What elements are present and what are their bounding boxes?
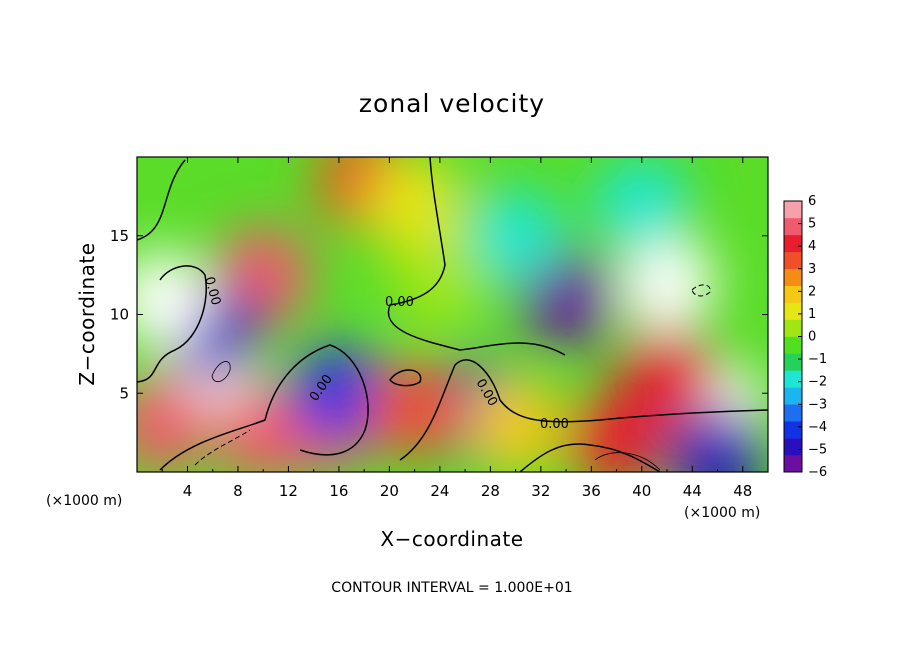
colorbar-tick-label: 0 [808,330,816,345]
x-axis-label: X−coordinate [380,527,523,551]
colorbar-segment [784,201,802,219]
colorbar-segment [784,251,802,270]
contour-label: 0.00 [201,275,223,307]
colorbar-tick-label: 4 [808,239,816,254]
x-tick-label: 48 [733,482,752,500]
field-feature [366,157,463,253]
field-feature [137,250,211,347]
field-feature [467,376,564,472]
field-feature [593,157,690,253]
field-feature [391,235,488,331]
contour-line [594,452,661,471]
contour-line [194,429,251,466]
contour-line [691,284,711,297]
colorbar-tick-label: 3 [808,262,816,277]
chart-title: zonal velocity [359,89,545,118]
y-tick-label: 10 [110,306,129,324]
colorbar-segment [784,268,802,286]
colorbar-segment [784,234,802,253]
x-unit-left: (×1000 m) [46,493,122,509]
velocity-field [137,157,766,472]
colorbar-tick-label: 1 [808,307,816,322]
x-tick-label: 28 [481,482,500,500]
colorbar-tick-label: −5 [808,442,827,457]
x-unit-right: (×1000 m) [684,505,760,521]
x-tick-label: 16 [329,482,348,500]
colorbar-segment [784,353,802,371]
x-tick-label: 40 [632,482,651,500]
colorbar-tick-label: −4 [808,420,827,435]
field-feature [467,187,564,284]
x-tick-label: 24 [430,482,449,500]
colorbar-segment [784,217,802,236]
thin-contours [211,361,661,471]
contour-line [159,344,369,471]
contour-line [137,265,207,383]
contour-line [389,369,422,387]
field-feature [366,361,463,457]
x-tick-label: 8 [233,482,243,500]
y-axis-label: Z−coordinate [75,242,99,385]
colorbar-tick-label: −3 [808,397,827,412]
contour-line [137,159,186,241]
contour-label: 0.00 [540,417,569,432]
colorbar-segment [784,336,802,354]
x-tick-label: 4 [183,482,193,500]
y-axis-ticks: 5 10 15 [110,227,768,402]
y-tick-label: 15 [110,227,129,245]
colorbar-segment [784,285,802,303]
contour-line [399,359,768,461]
colorbar-segment [784,438,802,456]
contour-label: 0.00 [385,295,414,310]
field-feature [619,235,715,331]
colorbar-tick-label: −6 [808,465,827,480]
x-tick-label: 20 [380,482,399,500]
colorbar-tick-label: 6 [808,194,816,209]
colorbar-tick-label: 2 [808,284,816,299]
colorbar-tick-label: 5 [808,217,816,232]
contour-line [211,361,231,383]
field-feature [619,329,715,426]
colorbar-segment [784,302,802,320]
colorbar-segment [784,387,802,405]
field-feature [669,408,766,472]
colorbar-segment [784,370,802,388]
negative-contours [194,284,711,466]
colorbar-segment [784,319,802,337]
field-feature [290,345,387,442]
x-tick-label: 12 [279,482,298,500]
x-tick-label: 44 [683,482,702,500]
x-tick-label: 36 [582,482,601,500]
x-tick-label: 32 [531,482,550,500]
y-tick-label: 5 [119,384,129,402]
contour-line [387,157,566,356]
x-axis-ticks: 4 8 12 16 20 24 28 32 36 40 44 48 [161,157,752,500]
zero-contours [137,157,768,472]
colorbar-tick-label: −1 [808,352,827,367]
colorbar-tick-label: −2 [808,375,827,390]
colorbar-segment [784,455,802,473]
colorbar: 6 5 4 3 2 1 0 −1 −2 −3 −4 −5 −6 [783,194,827,480]
contour-interval-note: CONTOUR INTERVAL = 1.000E+01 [331,580,572,596]
colorbar-segment [784,404,802,422]
colorbar-segment [784,421,802,439]
contour-line [519,443,661,472]
plot-area: 0.00 0.00 0.00 0.00 0.00 4 8 12 16 20 24 28 32 3… [110,156,769,500]
